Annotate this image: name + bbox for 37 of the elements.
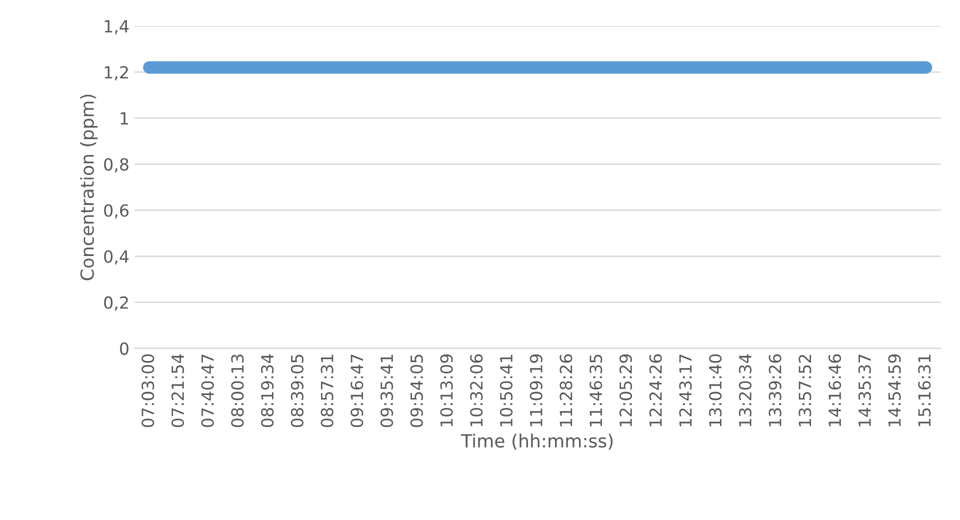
x-tick-label: 08:00:13 xyxy=(231,354,244,428)
x-tick-label: 09:54:05 xyxy=(410,354,423,428)
y-tick-label: 0,4 xyxy=(104,250,129,265)
x-tick-label: 13:20:34 xyxy=(738,354,752,426)
x-tick-label: 10:32:06 xyxy=(470,354,483,426)
y-tick-label: 1 xyxy=(120,112,128,124)
x-tick-label: 11:09:19 xyxy=(530,354,542,426)
x-tick-label: 14:54:59 xyxy=(888,354,901,426)
x-tick-label: 10:13:09 xyxy=(440,354,453,426)
x-tick-label: 07:40:47 xyxy=(201,354,214,428)
x-tick-label: 14:35:37 xyxy=(858,354,871,426)
y-tick-label: 1,4 xyxy=(104,20,129,34)
x-tick-label: 12:43:17 xyxy=(679,354,692,426)
y-tick-label: 0,2 xyxy=(104,296,128,311)
x-tick-label: 08:57:31 xyxy=(320,354,334,428)
y-tick-label: 0,8 xyxy=(104,158,128,172)
x-tick-label: 08:19:34 xyxy=(261,354,274,428)
x-tick-label: 11:28:26 xyxy=(560,354,572,426)
x-tick-label: 15:16:31 xyxy=(918,354,931,426)
y-tick-label: 1,2 xyxy=(104,66,128,80)
y-tick-label: 0,6 xyxy=(104,204,128,218)
y-axis-title: Concentration (ppm) xyxy=(80,94,98,280)
x-tick-label: 09:35:41 xyxy=(380,354,394,428)
x-tick-label: 08:39:05 xyxy=(290,354,304,428)
y-tick-label: 0 xyxy=(120,342,128,355)
x-tick-label: 10:50:41 xyxy=(500,354,513,426)
x-tick-label: 13:57:52 xyxy=(798,354,812,426)
x-tick-label: 11:46:35 xyxy=(590,354,602,426)
x-tick-label: 13:39:26 xyxy=(768,354,782,426)
x-tick-label: 07:03:00 xyxy=(142,354,154,428)
x-tick-label: 12:05:29 xyxy=(619,354,632,426)
x-tick-label: 09:16:47 xyxy=(350,354,364,428)
x-axis-title: Time (hh:mm:ss) xyxy=(461,434,613,450)
x-tick-label: 07:21:54 xyxy=(171,354,184,428)
x-tick-label: 14:16:46 xyxy=(828,354,842,426)
x-tick-label: 12:24:26 xyxy=(649,354,662,426)
x-tick-label: 13:01:40 xyxy=(709,354,722,426)
